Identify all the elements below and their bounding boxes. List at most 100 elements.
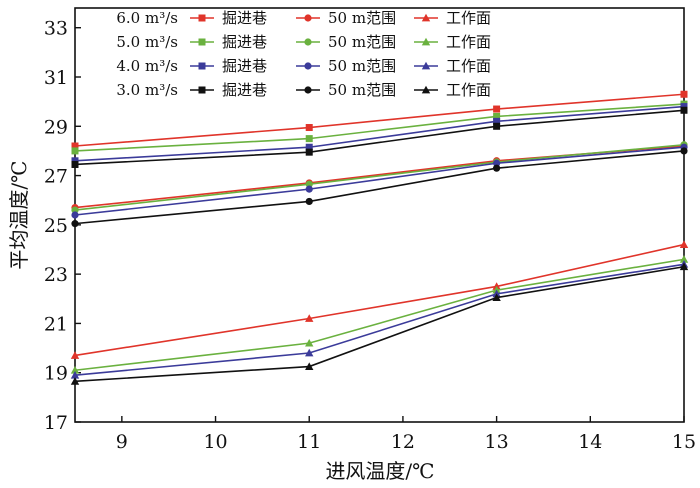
y-tick-label: 29 xyxy=(44,116,68,138)
x-axis-ticks: 9 10 11 12 13 14 15 xyxy=(116,416,696,453)
series-line xyxy=(74,143,685,211)
y-tick-label: 27 xyxy=(44,166,68,188)
series-line xyxy=(74,265,685,383)
legend-marker xyxy=(421,37,431,46)
data-point xyxy=(493,164,501,172)
x-tick-label: 13 xyxy=(485,431,509,453)
series-square-6.0 xyxy=(71,90,688,150)
legend-marker xyxy=(421,85,431,94)
series-square-4.0 xyxy=(71,103,688,165)
data-point xyxy=(492,293,501,301)
y-tick-label: 25 xyxy=(44,215,68,237)
legend-marker xyxy=(198,86,206,94)
y-axis-label: 平均温度/℃ xyxy=(7,160,31,269)
data-point xyxy=(493,112,501,120)
legend-marker xyxy=(304,62,312,70)
legend-entry-label: 工作面 xyxy=(446,33,491,51)
data-point xyxy=(680,106,688,114)
data-point xyxy=(71,211,79,219)
data-point xyxy=(71,160,79,168)
data-point xyxy=(305,314,314,322)
legend-entry-label: 工作面 xyxy=(446,9,491,27)
x-tick-label: 12 xyxy=(391,431,415,453)
data-point xyxy=(71,206,79,214)
legend-entry-label: 50 m范围 xyxy=(328,33,396,51)
data-point xyxy=(305,348,314,357)
legend-entry-label: 掘进巷 xyxy=(222,9,267,27)
legend-entry-label: 掘进巷 xyxy=(222,81,267,99)
data-point xyxy=(70,370,80,379)
data-point xyxy=(71,142,79,150)
x-tick-label: 11 xyxy=(297,431,321,453)
series-triangle-5.0 xyxy=(70,255,689,374)
data-point xyxy=(493,105,501,113)
legend-flow-label: 6.0 m³/s xyxy=(116,9,178,27)
legend-entry-label: 50 m范围 xyxy=(328,57,396,75)
data-point xyxy=(679,262,689,271)
series-square-5.0 xyxy=(71,100,688,155)
series-line xyxy=(74,243,685,357)
y-tick-label: 31 xyxy=(44,67,68,89)
data-point xyxy=(305,124,313,132)
data-point xyxy=(679,255,689,263)
data-point xyxy=(70,351,80,359)
legend-marker xyxy=(198,62,206,70)
data-point xyxy=(680,147,688,155)
legend-entry-label: 掘进巷 xyxy=(222,57,267,75)
y-tick-label: 23 xyxy=(44,264,68,286)
legend-marker xyxy=(421,13,431,22)
y-tick-label: 19 xyxy=(44,363,68,385)
y-tick-label: 17 xyxy=(44,412,68,434)
data-point xyxy=(305,135,313,143)
y-tick-label: 33 xyxy=(44,18,68,40)
series-line xyxy=(74,258,685,372)
series-circle-3.0 xyxy=(71,147,688,228)
data-point xyxy=(305,180,313,188)
data-point xyxy=(71,220,79,228)
series-square-3.0 xyxy=(71,106,688,168)
data-point xyxy=(305,362,314,370)
data-point xyxy=(71,147,79,155)
legend-flow-label: 5.0 m³/s xyxy=(116,33,178,51)
y-tick-label: 21 xyxy=(44,313,68,335)
x-tick-label: 10 xyxy=(203,431,227,453)
series-line xyxy=(74,150,685,225)
series-circle-5.0 xyxy=(71,141,688,214)
series-triangle-3.0 xyxy=(70,262,689,385)
x-tick-label: 15 xyxy=(672,431,696,453)
data-point xyxy=(680,90,688,98)
legend-marker xyxy=(304,38,312,46)
data-point xyxy=(70,377,80,385)
series-line xyxy=(74,146,685,216)
x-tick-label: 9 xyxy=(116,431,128,453)
legend-marker xyxy=(304,86,312,94)
legend-marker xyxy=(304,14,312,22)
x-axis-label: 进风温度/℃ xyxy=(325,459,434,483)
data-point xyxy=(493,122,501,130)
data-point xyxy=(70,366,80,374)
data-point xyxy=(305,148,313,156)
data-point xyxy=(679,240,689,248)
legend-entry-label: 50 m范围 xyxy=(328,9,396,27)
series-triangle-6.0 xyxy=(70,240,689,359)
series-line xyxy=(74,263,685,376)
legend-flow-label: 3.0 m³/s xyxy=(116,81,178,99)
data-point xyxy=(305,185,313,193)
data-point xyxy=(305,143,313,151)
series-line xyxy=(74,109,685,166)
legend-marker xyxy=(198,14,206,22)
legend-entry-label: 50 m范围 xyxy=(328,81,396,99)
data-point xyxy=(680,103,688,111)
data-point xyxy=(305,338,314,347)
legend-marker xyxy=(198,38,206,46)
data-point xyxy=(493,117,501,125)
legend-entry-label: 掘进巷 xyxy=(222,33,267,51)
legend-entry-label: 工作面 xyxy=(446,81,491,99)
series-line xyxy=(74,105,685,162)
series-line xyxy=(74,103,685,152)
legend-entry-label: 工作面 xyxy=(446,57,491,75)
legend-marker xyxy=(421,61,431,70)
x-tick-label: 14 xyxy=(578,431,602,453)
